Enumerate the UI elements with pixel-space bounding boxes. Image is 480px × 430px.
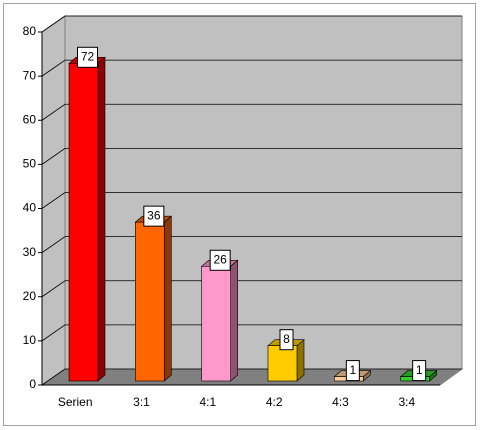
data-label-box <box>77 46 98 68</box>
y-tick-label: 50 <box>23 157 37 171</box>
y-tick-label: 30 <box>23 245 37 259</box>
data-label-box <box>209 249 231 271</box>
y-tick-label: 0 <box>29 377 36 391</box>
bar <box>267 345 298 382</box>
x-tick-label: 4:3 <box>332 395 349 409</box>
data-label: 8 <box>283 332 290 346</box>
grid-line <box>41 368 462 386</box>
x-tick-label: 3:4 <box>398 395 415 409</box>
x-tick-label: 4:2 <box>266 395 283 409</box>
y-tick-label: 80 <box>23 24 37 38</box>
x-tick-label: Serien <box>58 395 93 409</box>
grid-line <box>41 236 462 253</box>
bar-side <box>296 339 305 382</box>
grid-line <box>41 15 462 33</box>
bar-side <box>97 56 106 382</box>
y-tick-label: 70 <box>23 68 37 82</box>
grid-line <box>41 59 462 77</box>
data-label: 36 <box>147 208 161 222</box>
data-label-box <box>345 360 360 382</box>
bar <box>135 221 165 382</box>
grid-line <box>41 103 462 121</box>
grid-line <box>41 192 462 209</box>
data-label: 26 <box>213 252 227 266</box>
bar <box>201 265 231 382</box>
y-tick-label: 10 <box>23 333 37 347</box>
data-label: 1 <box>349 363 356 377</box>
grid-line <box>41 147 462 165</box>
data-label-box <box>143 205 165 227</box>
data-label: 1 <box>416 363 423 377</box>
x-tick-label: 3:1 <box>133 395 150 409</box>
bar <box>68 62 99 382</box>
data-label-box <box>279 329 294 351</box>
data-label: 72 <box>81 49 95 63</box>
bar-side <box>164 215 172 382</box>
grid-line <box>41 280 462 298</box>
y-tick-label: 60 <box>23 112 37 126</box>
y-tick-label: 20 <box>23 289 37 303</box>
x-tick-label: 4:1 <box>199 395 216 409</box>
y-tick-label: 40 <box>23 201 37 215</box>
bar-side <box>230 259 238 382</box>
grid-line <box>41 324 462 342</box>
data-label-box <box>412 360 427 382</box>
